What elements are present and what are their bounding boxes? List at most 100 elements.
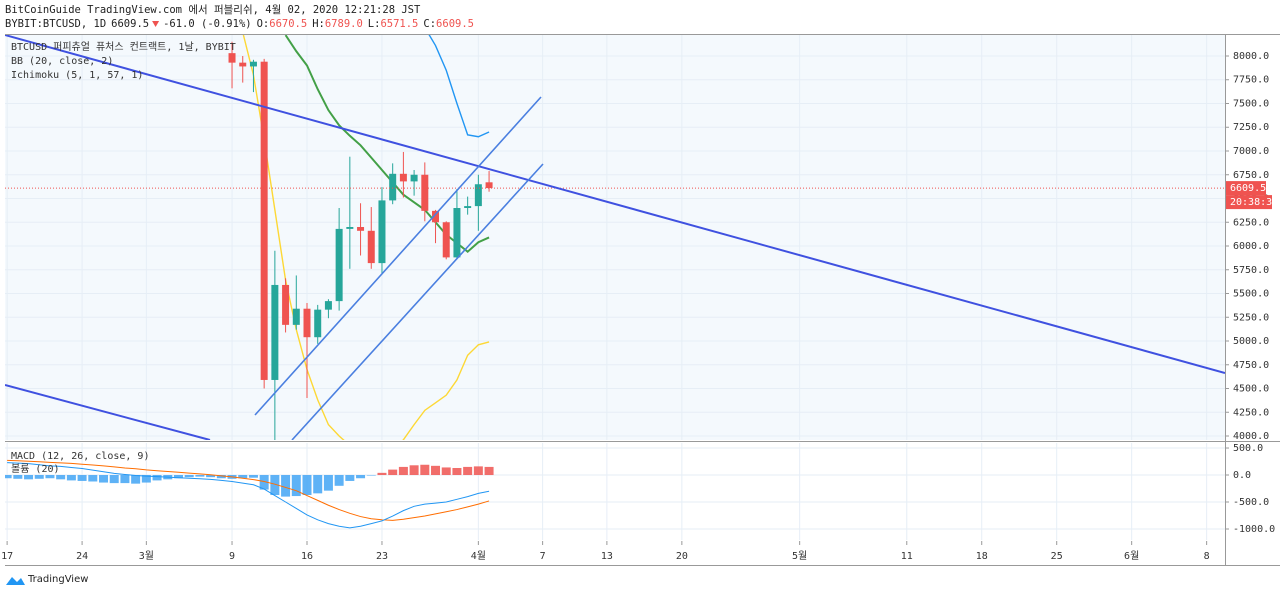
candle-body [389,173,397,201]
candle-body [292,308,300,325]
change: -61.0 (-0.91%) [163,18,252,30]
histogram-bar [452,467,462,476]
candle-body [357,227,365,231]
histogram-bar [173,475,183,479]
trend-line [5,384,211,440]
x-tick-label: 7 [540,551,546,562]
legend: BTCUSD 퍼피츄얼 퓨처스 컨트랙트, 1날, BYBIT [11,41,236,53]
down-arrow [152,21,160,27]
x-tick-label: 23 [376,551,388,562]
y-tick-label: -500.0 [1233,497,1269,508]
brand: TradingView [27,574,88,585]
macd-pane [5,443,1225,540]
histogram-bar [441,467,451,476]
header-quote: BYBIT:BTCUSD, 1D 6609.5 -61.0 (-0.91%) O:66… [5,18,474,30]
band-line [428,35,490,138]
y-tick-label: 7750.0 [1233,75,1269,86]
ohlc-label: O: [257,18,270,30]
candle-body [260,61,268,380]
histogram-bar [24,475,34,480]
ohlc-value: 6789.0 [325,18,363,30]
x-tick-label: 9 [229,551,235,562]
candle-body [399,173,407,182]
histogram-bar [366,475,376,476]
histogram-bar [281,475,291,497]
histogram-bar [484,466,494,476]
main-pane [5,35,1225,440]
candle-body [410,174,418,182]
header-title: BitCoinGuide TradingView.com 에서 퍼블리쉬, 4월… [5,4,421,16]
x-tick-label: 11 [901,551,913,562]
histogram-bar [56,475,66,480]
y-tick-label: 4250.0 [1233,407,1269,418]
ohlc-label: H: [312,18,325,30]
histogram-bar [66,475,76,481]
ohlc-label: C: [423,18,436,30]
drawings [5,35,1225,440]
y-tick-label: 4750.0 [1233,360,1269,371]
legend: Ichimoku (5, 1, 57, 1) [11,70,143,81]
histogram-bar [473,466,483,476]
y-tick-label: 6000.0 [1233,241,1269,252]
channel-line [291,163,544,440]
histogram-bar [345,475,355,481]
symbol: BYBIT:BTCUSD, 1D [5,18,106,30]
candle-body [335,228,343,302]
histogram-bar [398,466,408,476]
ohlc-label: L: [368,18,381,30]
histogram-bar [259,475,269,490]
histogram-bar [184,475,194,478]
candle-body [282,284,290,325]
candle-body [239,62,247,67]
legend: MACD (12, 26, close, 9) [11,451,149,462]
price-label: 6609.5 [1230,183,1266,194]
histogram-bar [377,472,387,476]
y-tick-label: 4000.0 [1233,431,1269,442]
ohlc-value: 6571.5 [380,18,418,30]
x-tick-label: 25 [1051,551,1063,562]
histogram-bar [45,475,55,479]
histogram-bar [152,475,162,481]
histogram-bar [302,475,312,495]
histogram-bar [216,475,226,479]
macd-line [7,462,490,529]
y-tick-label: -1000.0 [1233,524,1275,535]
x-tick-label: 24 [76,551,88,562]
histogram-bar [313,475,323,494]
countdown-bg [1226,195,1272,210]
y-tick-label: 5000.0 [1233,336,1269,347]
legend: BB (20, close, 2) [11,56,113,67]
y-tick-label: 5750.0 [1233,265,1269,276]
macd-plot [5,443,1225,540]
candle-body [271,284,279,380]
candle-body [453,208,461,258]
histogram-bar [88,475,98,482]
y-tick-label: 7250.0 [1233,122,1269,133]
histogram-bar [409,465,419,476]
axes: 4000.0 4250.0 4500.0 4750.0 5000.0 5250.0 5500… [1,51,1278,562]
brand-logo [6,577,25,585]
signal-line [7,459,490,521]
histogram-bar [431,465,441,476]
y-tick-label: 6750.0 [1233,170,1269,181]
histogram-bar [13,475,23,479]
x-tick-label: 6월 [1124,550,1139,562]
y-tick-label: 7500.0 [1233,98,1269,109]
x-tick-label: 3월 [139,550,154,562]
band-line [242,35,490,440]
candle-body [303,308,311,338]
histogram-bar [77,475,87,481]
ohlc-value: 6609.5 [436,18,474,30]
histogram-bar [131,475,141,484]
candle-body [249,61,257,67]
histogram-bar [99,475,109,483]
main-plot [5,35,1225,440]
histogram-bar [463,466,473,476]
candle-body [464,206,472,209]
y-tick-label: 6250.0 [1233,217,1269,228]
histogram-bar [388,469,398,476]
candle-body [367,230,375,264]
x-tick-label: 16 [301,551,313,562]
trend-line [5,35,1225,374]
